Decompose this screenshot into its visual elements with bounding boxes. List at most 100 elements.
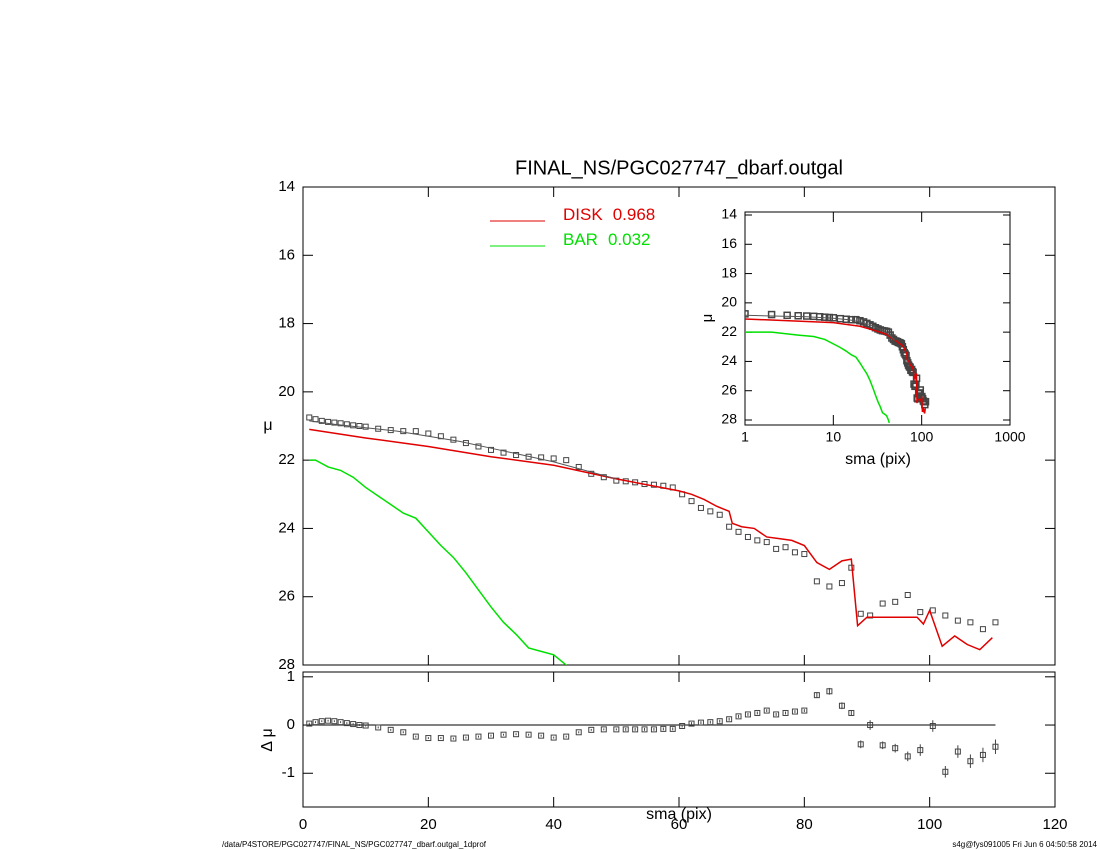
data-point (848, 709, 855, 716)
data-point (979, 751, 986, 758)
data-point (745, 310, 749, 318)
x-tick-label: 100 (910, 429, 934, 445)
data-point (312, 719, 319, 726)
data-point (362, 722, 369, 729)
line-series (745, 314, 896, 341)
data-point (331, 718, 338, 725)
data-point (767, 310, 776, 319)
data-point (992, 743, 999, 750)
line-series (309, 420, 617, 480)
data-point (318, 417, 325, 424)
data-point (917, 747, 924, 754)
data-point (763, 539, 770, 546)
data-point (475, 733, 482, 740)
data-point (852, 315, 860, 324)
data-point (425, 735, 432, 742)
footer-left: /data/P4STORE/PGC027747/FINAL_NS/PGC0277… (222, 840, 487, 849)
x-axis-label: sma (pix) (646, 806, 712, 823)
x-tick-label: 1 (741, 429, 749, 445)
plot-area (745, 310, 930, 424)
data-point (375, 724, 382, 731)
y-tick-label: 18 (278, 315, 295, 332)
data-point (791, 708, 798, 715)
data-point (387, 726, 394, 733)
data-point (362, 423, 369, 430)
data-point (575, 729, 582, 736)
x-tick-label: 0 (299, 816, 307, 833)
data-point (412, 733, 419, 740)
y-tick-label: 18 (721, 264, 737, 280)
data-point (967, 758, 974, 765)
data-point (826, 583, 833, 590)
data-point (783, 311, 791, 320)
y-tick-label: 26 (721, 381, 737, 397)
data-point (688, 720, 695, 727)
data-point (588, 726, 595, 733)
x-tick-label: 40 (545, 816, 562, 833)
legend-label: BAR 0.032 (563, 230, 651, 249)
inset-x-axis-label: sma (pix) (845, 451, 911, 468)
x-tick-label: 120 (1042, 816, 1067, 833)
data-point (550, 734, 557, 741)
y-tick-label: 14 (721, 206, 737, 222)
data-point (337, 420, 344, 427)
data-point (942, 768, 949, 775)
data-point (500, 731, 507, 738)
x-tick-label: 20 (420, 816, 437, 833)
y-tick-label: 1 (287, 668, 295, 685)
y-tick-label: 20 (278, 383, 295, 400)
data-point (782, 544, 789, 551)
data-point (707, 508, 714, 515)
data-point (754, 709, 761, 716)
legend-name: DISK (563, 205, 603, 224)
data-point (632, 726, 639, 733)
data-point (622, 726, 629, 733)
data-point (488, 732, 494, 739)
data-point (904, 592, 911, 599)
x-tick-label: 100 (917, 816, 942, 833)
data-point (331, 419, 338, 426)
data-point (538, 732, 545, 739)
y-tick-label: 16 (721, 235, 737, 251)
data-point (318, 718, 325, 725)
data-point (773, 545, 780, 552)
data-point (744, 533, 751, 540)
data-point (707, 719, 714, 726)
y-tick-label: 24 (278, 519, 295, 536)
footer-right: s4g@fys091005 Fri Jun 6 04:50:58 2014 (952, 840, 1097, 849)
data-point (412, 428, 419, 435)
data-point (563, 733, 570, 740)
data-point (462, 734, 469, 741)
data-point (679, 723, 686, 729)
y-tick-label: 28 (278, 656, 295, 673)
y-tick-label: -1 (282, 764, 295, 781)
y-tick-label: 24 (721, 352, 737, 368)
data-point (538, 454, 545, 461)
legend-fraction: 0.968 (613, 205, 656, 224)
data-point (400, 729, 407, 736)
data-point (513, 731, 520, 738)
x-tick-label: 60 (671, 816, 688, 833)
data-point (306, 414, 313, 421)
data-point (801, 707, 808, 714)
chart-title: FINAL_NS/PGC027747_dbarf.outgal (515, 157, 843, 179)
y-tick-label: 16 (278, 246, 295, 263)
data-point (838, 702, 845, 709)
data-point (826, 688, 833, 695)
data-point (838, 580, 845, 587)
x-tick-label: 10 (826, 429, 842, 445)
data-point (575, 463, 582, 470)
line-series (309, 459, 568, 665)
line-series (745, 318, 927, 414)
data-point (437, 735, 444, 742)
data-point (716, 718, 723, 725)
data-point (650, 726, 657, 733)
x-tick-label: 80 (796, 816, 813, 833)
data-point (917, 609, 924, 616)
plot-area (306, 414, 999, 665)
data-point (892, 745, 899, 752)
data-point (500, 449, 507, 456)
y-tick-label: 0 (287, 716, 295, 733)
y-tick-label: 28 (721, 411, 737, 427)
